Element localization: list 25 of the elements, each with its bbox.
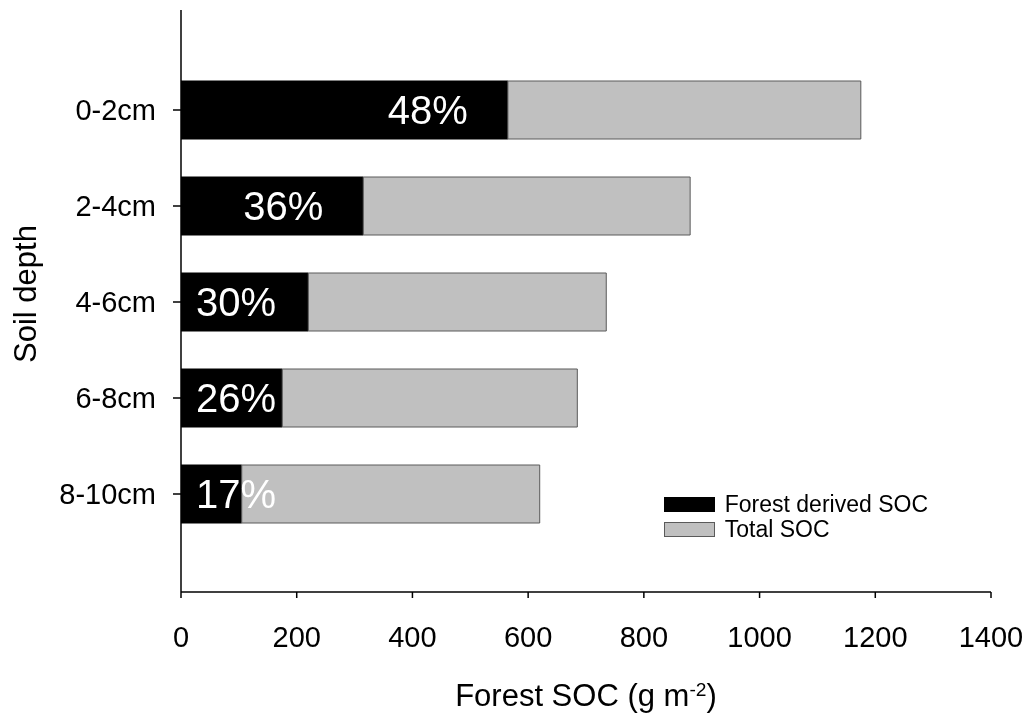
bar: [362, 176, 691, 236]
x-axis-title: Forest SOC (g m$^{-2}$): [455, 678, 717, 713]
y-tick-label: 0-2cm: [75, 94, 156, 127]
bar: [307, 272, 607, 332]
y-tick-label: 8-10cm: [59, 478, 156, 511]
y-axis-title: Soil depth: [8, 225, 43, 363]
x-tick-label: 400: [388, 620, 437, 653]
x-tick-label: 1400: [958, 620, 1024, 653]
annotation: 26%: [195, 376, 277, 420]
x-tick-label: 1200: [843, 620, 908, 653]
annotation: 48%: [387, 88, 468, 132]
annotation: 30%: [195, 280, 277, 324]
bar: [507, 80, 862, 140]
y-tick-label: 4-6cm: [75, 286, 156, 319]
x-tick-label: 600: [503, 620, 553, 653]
y-tick-label: 6-8cm: [75, 382, 156, 415]
x-tick-label: 0: [172, 620, 190, 653]
x-tick-label: 800: [619, 620, 669, 653]
legend-label: Forest derived SOC: [724, 490, 928, 518]
bar: [281, 368, 578, 428]
annotation: 36%: [243, 184, 324, 228]
legend-label: Total SOC: [724, 515, 830, 543]
y-tick-label: 2-4cm: [75, 190, 156, 223]
x-tick-label: 200: [272, 620, 321, 653]
x-tick-label: 1000: [727, 620, 792, 653]
